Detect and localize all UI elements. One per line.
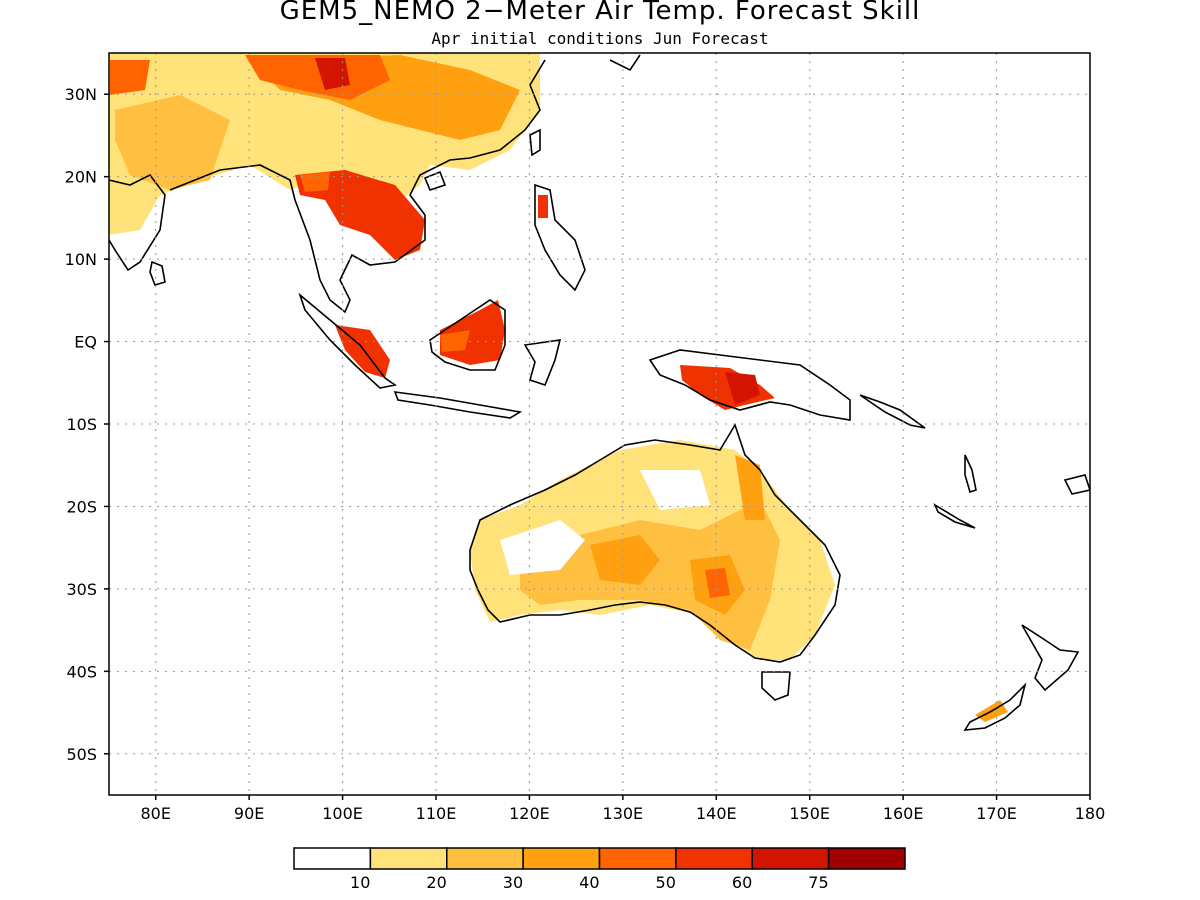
coastline-japan [609,54,641,72]
skill-region-borneo-low [440,330,470,352]
skill-gap-australia-west [500,520,585,575]
skill-region-sumatra [335,325,390,378]
skill-region-newguinea-core [725,372,760,405]
tick-label-x-5: 130E [603,804,644,823]
tick-label-x-0: 80E [140,804,170,823]
tick-label-x-2: 100E [322,804,363,823]
colorbar-swatch-4 [598,847,677,870]
coastline-borneo [429,299,506,371]
skill-field-layer [109,53,1008,722]
skill-region-newguinea [680,365,775,410]
skill-region-philippines [538,195,548,218]
coastline-tasmania [761,671,791,701]
tick-label-y-4: 10S [66,415,97,434]
tick-label-x-9: 170E [976,804,1017,823]
tick-label-y-6: 30S [66,580,97,599]
tick-label-y-7: 40S [66,662,97,681]
coastline-newzealand-north [1021,624,1080,692]
tick-label-x-7: 150E [789,804,830,823]
tick-label-x-8: 160E [883,804,924,823]
coastline-newzealand-south [963,682,1027,731]
coastline-fiji [1063,474,1090,495]
tick-label-y-0: 30N [65,85,97,104]
tick-label-x-3: 110E [416,804,457,823]
coastline-philippines [534,183,586,292]
skill-region-india-mid [110,60,150,95]
colorbar-swatch-7 [827,847,906,870]
coastline-indochina [294,59,546,314]
tick-label-x-10: 180 [1075,804,1106,823]
skill-region-indochina [295,170,425,260]
colorbar-swatch-3 [522,847,601,870]
coastline-hainan [423,170,447,191]
skill-region-china-high [245,55,390,100]
colorbar: 10 20 30 40 50 60 75 [293,847,906,892]
tick-label-x-1: 90E [234,804,264,823]
tick-label-x-6: 140E [696,804,737,823]
tick-label-y-3: EQ [74,333,97,352]
skill-region-borneo [440,300,505,365]
chart-title: GEM5_NEMO 2−Meter Air Temp. Forecast Ski… [279,0,921,26]
colorbar-label-3: 40 [579,873,599,892]
coastline-sumatra [298,292,397,389]
axis-ticks: 80E 90E 100E 110E 120E 130E 140E 150E 160E 170E 18… [65,85,1106,823]
grid-lines [109,53,1090,795]
coastline-java [393,391,523,419]
skill-region-china-core [315,58,350,90]
colorbar-label-2: 30 [503,873,523,892]
coastline-bay-bengal [169,164,296,201]
coastline-srilanka [149,260,166,286]
tick-label-x-4: 120E [509,804,550,823]
skill-region-asia-mid [115,95,230,190]
colorbar-label-1: 20 [426,873,446,892]
coastline-solomons [859,394,926,429]
coastline-layer [109,54,1090,731]
coastline-vanuatu [964,454,977,494]
colorbar-swatch-1 [369,847,448,870]
coastline-newcaledonia [933,503,976,529]
skill-region-australia-hot [705,568,730,598]
coastline-australia [469,423,841,663]
colorbar-swatch-6 [751,847,830,870]
colorbar-label-4: 50 [656,873,676,892]
skill-gap-australia-north [640,470,710,510]
colorbar-label-5: 60 [732,873,752,892]
tick-label-y-2: 10N [65,250,97,269]
colorbar-label-0: 10 [350,873,370,892]
coastline-newguinea [648,349,851,421]
coastline-taiwan [529,128,541,157]
chart-subtitle: Apr initial conditions Jun Forecast [431,29,769,48]
skill-region-australia-north [735,455,765,520]
colorbar-swatch-2 [446,847,524,870]
tick-label-y-5: 20S [66,497,97,516]
skill-region-indochina-low [300,172,330,192]
colorbar-swatch-0 [293,847,372,870]
colorbar-swatch-5 [675,847,753,870]
skill-region-australia-orange [590,535,660,585]
colorbar-label-6: 75 [808,873,828,892]
coastline-india [109,173,166,272]
skill-region-australia-mid [520,500,780,650]
tick-label-y-8: 50S [66,745,97,764]
coastline-sulawesi [523,339,562,386]
tick-label-y-1: 20N [65,168,97,187]
